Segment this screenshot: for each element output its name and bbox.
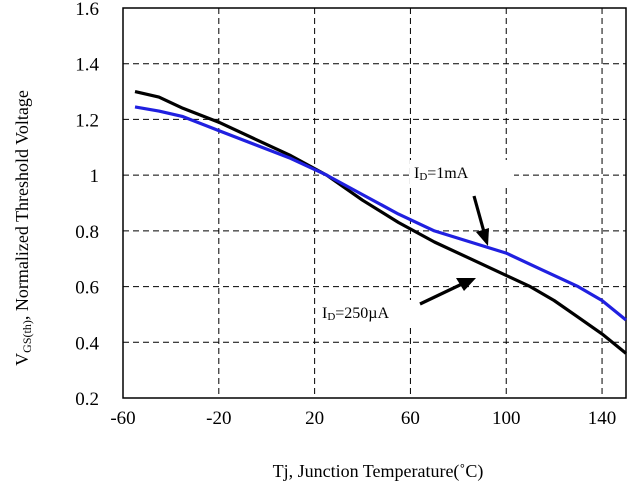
series-line-1 [134,105,628,322]
y-tick-label: 1.6 [75,0,99,20]
x-axis-title: Tj, Junction Temperature(˚C) [273,461,484,482]
x-tick-label: 100 [492,408,521,429]
grid-lines [123,8,626,398]
x-tick-label: 60 [401,408,420,429]
y-tick-label: 0.8 [75,222,99,243]
y-tick-label: 1.2 [75,110,99,131]
y-tick-label: 0.6 [75,278,99,299]
series-layer [134,90,628,355]
x-tick-label: 140 [588,408,617,429]
series-label-250ua: ID=250µA [322,305,390,323]
arrow-250ua-head [456,278,476,291]
series-label-1ma: ID=1mA [414,165,469,183]
label-1ma-bg [410,160,514,186]
plot-frame [122,7,627,399]
arrow-250ua-shaft [419,282,463,306]
x-tick-label: -20 [206,408,231,429]
y-tick-label: 0.2 [75,389,99,410]
series-line-0 [134,90,628,355]
arrow-1ma-shaft [472,195,486,233]
y-axis-title: VGS(th), Normalized Threshold Voltage [12,90,34,366]
y-tick-label: 0.4 [75,333,99,354]
x-tick-label: 20 [305,408,324,429]
y-tick-label: 1 [90,166,100,187]
tick-labels: -60 -20 20 60 100 140 0.2 0.4 0.6 0.8 1 1.2 1.4 1.6 [75,0,616,429]
label-250ua-bg [318,300,422,324]
x-tick-label: -60 [110,408,135,429]
y-tick-label: 1.4 [75,55,99,76]
arrow-1ma-head [476,228,489,246]
